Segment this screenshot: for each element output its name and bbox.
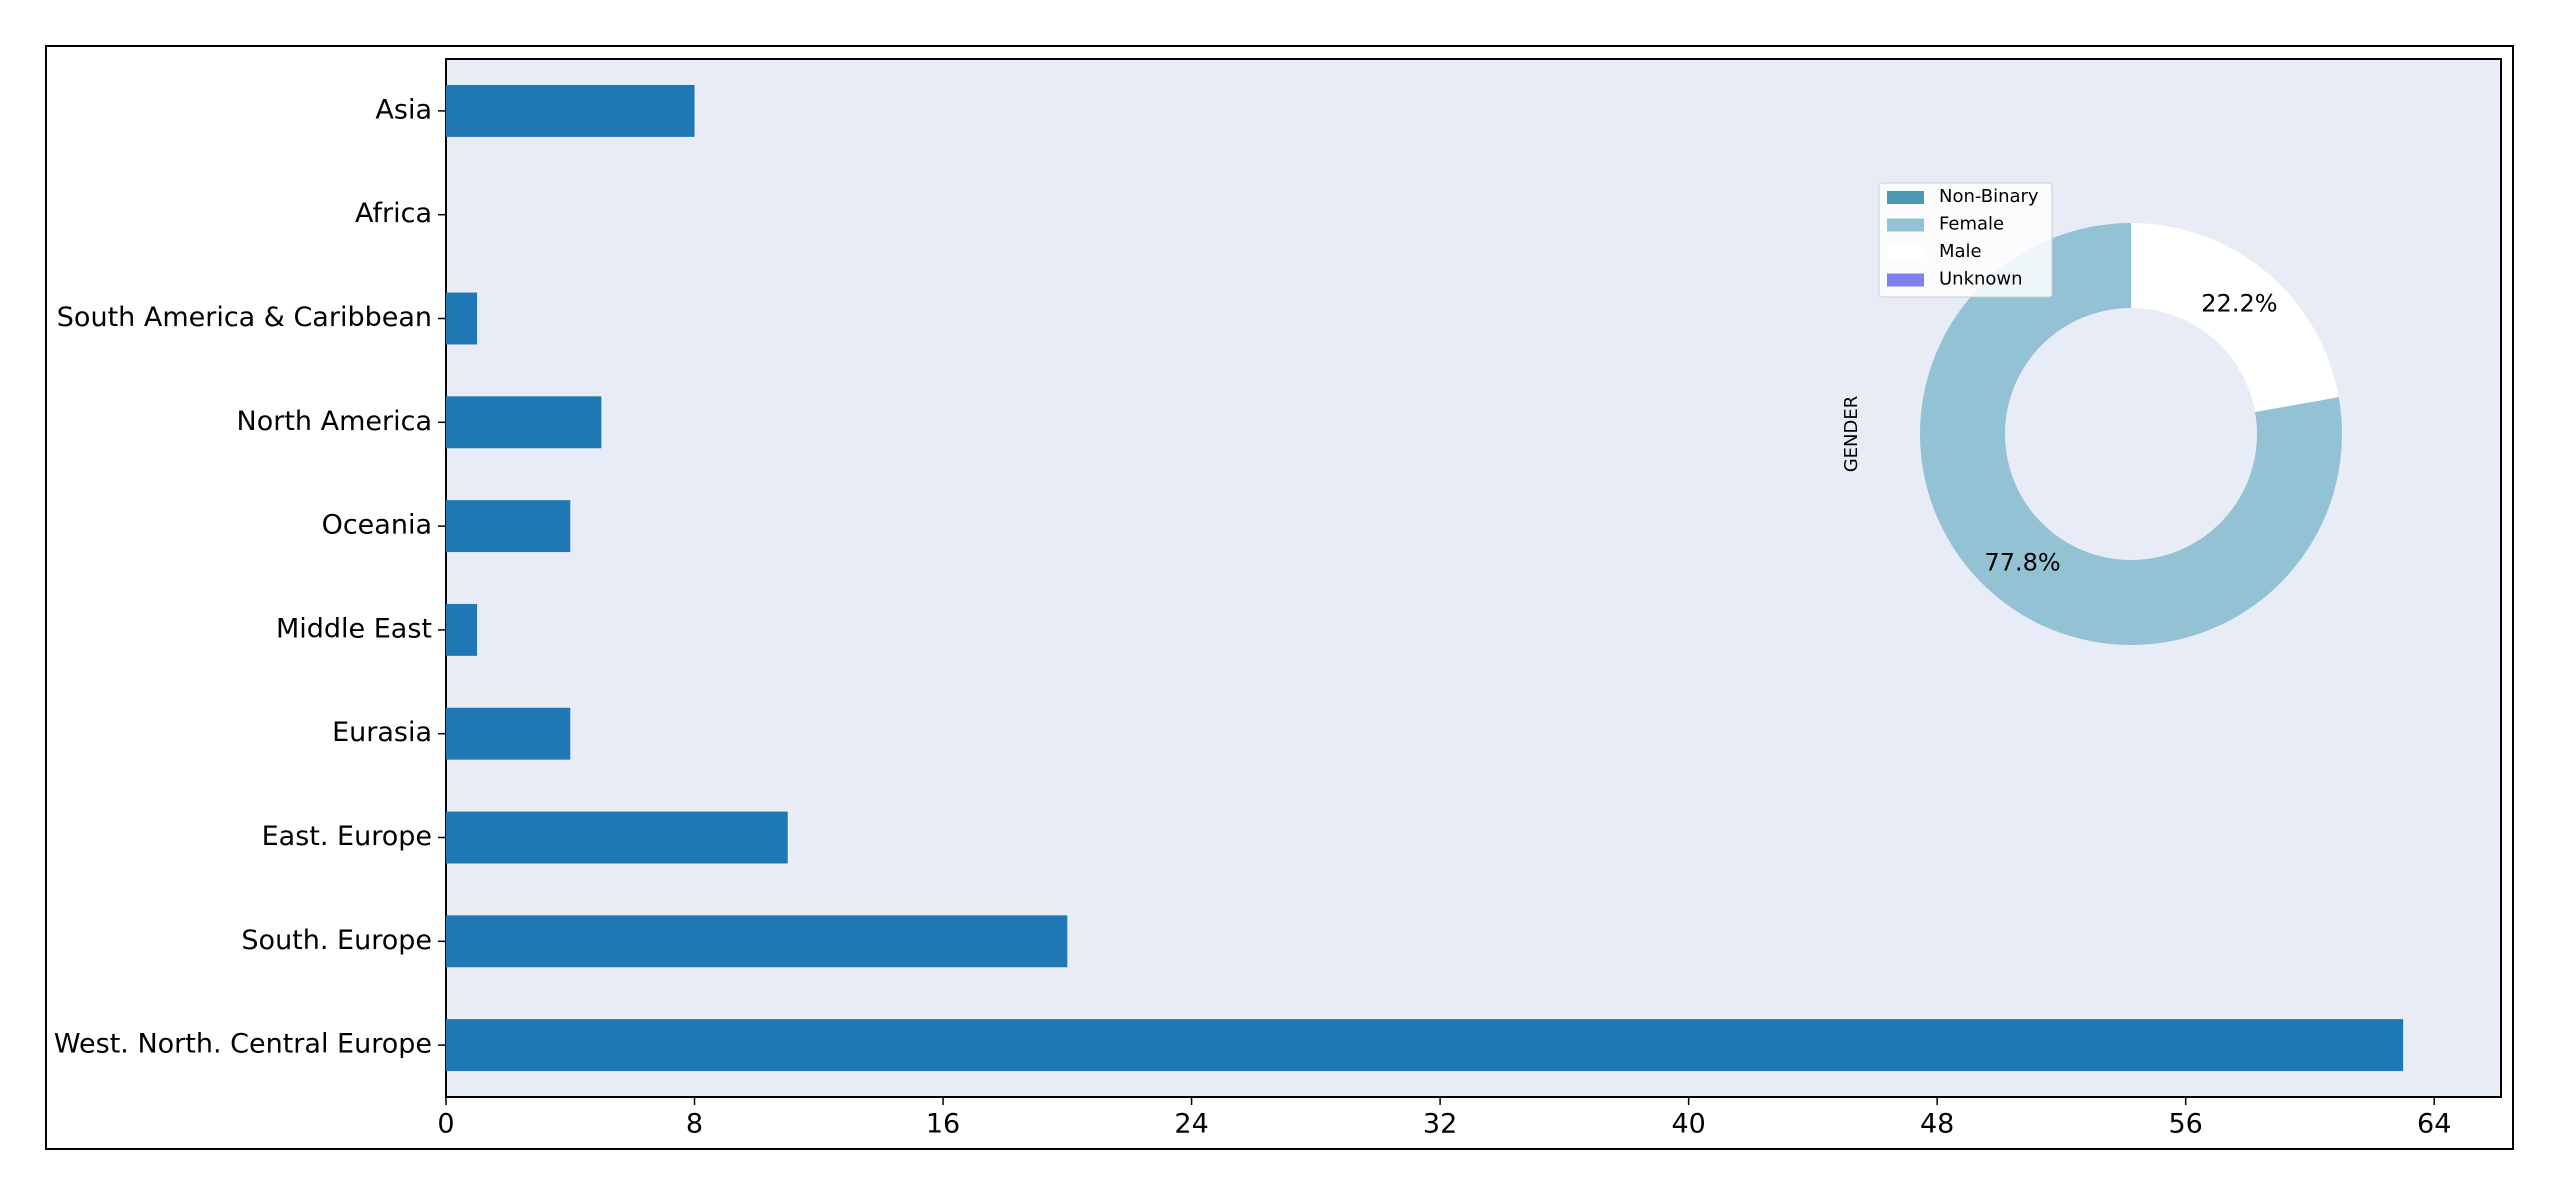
legend-label: Unknown [1939, 269, 2023, 290]
legend-box [1878, 182, 2053, 298]
x-tick-label: 56 [2169, 1109, 2203, 1140]
y-tick-label: East. Europe [262, 821, 432, 852]
y-axis-label: GENDER [1841, 396, 1862, 473]
bar [446, 603, 478, 656]
legend-swatch [1887, 273, 1924, 287]
legend-swatch [1887, 191, 1924, 204]
pie-slice [1920, 223, 2343, 645]
y-tick-label: Eurasia [332, 717, 432, 748]
x-tick-label: 8 [686, 1109, 703, 1140]
y-tick-label: South America & Caribbean [57, 302, 432, 333]
bar [446, 84, 695, 137]
legend-label: Non-Binary [1939, 186, 2039, 207]
legend-swatch [1887, 218, 1924, 232]
bar [446, 396, 602, 449]
y-tick-label: Africa [355, 198, 432, 229]
pie-slice [2131, 223, 2339, 412]
bar [446, 292, 478, 345]
y-tick-label: Oceania [322, 510, 432, 541]
bar [446, 811, 788, 864]
y-tick-label: West. North. Central Europe [54, 1029, 432, 1060]
x-tick-label: 24 [1174, 1109, 1208, 1140]
legend-swatch [1887, 246, 1924, 259]
x-tick-label: 64 [2417, 1109, 2451, 1140]
y-tick-label: Asia [375, 94, 432, 125]
slice-label: 77.8% [1984, 548, 2060, 576]
x-tick-label: 0 [437, 1109, 454, 1140]
x-tick-label: 48 [1920, 1109, 1954, 1140]
y-tick-label: North America [237, 406, 432, 437]
legend-label: Female [1939, 214, 2004, 235]
plot: 0 8 16 24 32 40 48 56 64 Asia Africa South America … [54, 84, 2451, 1140]
bar [446, 707, 571, 760]
y-tick-label: Middle East [276, 613, 432, 644]
x-tick-label: 16 [926, 1109, 960, 1140]
slice-label: 22.2% [2201, 290, 2277, 318]
bar [446, 915, 1068, 968]
bar [446, 500, 571, 553]
bar [446, 1019, 2404, 1072]
x-tick-label: 32 [1423, 1109, 1457, 1140]
legend-label: Male [1939, 241, 1982, 262]
y-tick-label: South. Europe [241, 925, 432, 956]
x-tick-label: 40 [1671, 1109, 1705, 1140]
